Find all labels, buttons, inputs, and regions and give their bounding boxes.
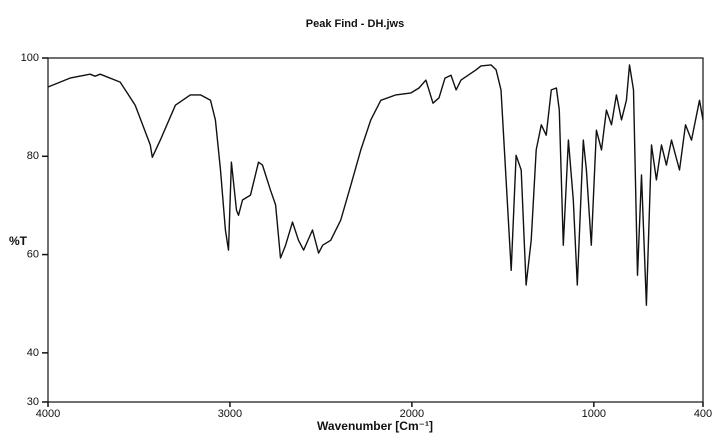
spectrum-line — [47, 64, 704, 306]
x-tick-label: 1000 — [582, 408, 606, 420]
x-tick-label: 2000 — [400, 408, 424, 420]
y-tick-label: 30 — [27, 396, 39, 408]
plot-frame — [47, 57, 704, 403]
y-tick-label: 40 — [27, 347, 39, 359]
y-tick-label: 60 — [27, 248, 39, 260]
chart-title: Peak Find - DH.jws — [306, 18, 404, 30]
y-tick-label: 100 — [21, 52, 39, 64]
y-tick-label: 80 — [27, 150, 39, 162]
y-axis-label: %T — [9, 234, 28, 248]
x-tick-label: 400 — [694, 408, 712, 420]
x-tick-label: 4000 — [36, 408, 60, 420]
x-axis-label: Wavenumber [Cm⁻¹] — [317, 419, 433, 433]
x-tick-label: 3000 — [218, 408, 242, 420]
